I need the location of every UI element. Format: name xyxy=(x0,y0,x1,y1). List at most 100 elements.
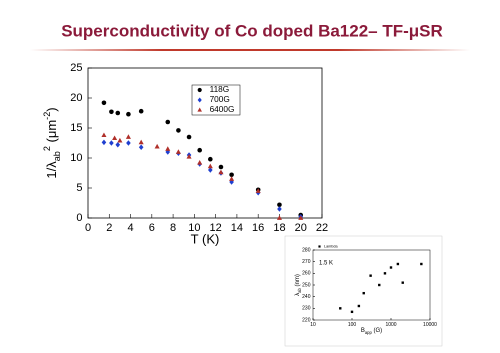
y-axis-label: 1/λab2 (μm-2) xyxy=(42,107,62,178)
point xyxy=(115,142,121,148)
x-axis-label-part: B xyxy=(361,328,365,334)
point xyxy=(369,274,372,277)
point xyxy=(362,291,365,295)
legend-marker xyxy=(197,87,202,93)
y-axis-label: λab (nm) xyxy=(295,274,302,296)
point xyxy=(401,281,404,284)
plot-frame xyxy=(87,67,323,219)
y-tick-label: 260 xyxy=(302,271,311,277)
point xyxy=(109,140,114,146)
x-tick-label: 10 xyxy=(188,222,200,234)
y-axis-label-part: -2 xyxy=(42,112,52,120)
point xyxy=(378,283,381,287)
point xyxy=(101,132,107,138)
point xyxy=(298,215,304,220)
point xyxy=(138,108,144,114)
point xyxy=(175,149,181,154)
y-axis-label-part: λ xyxy=(295,293,301,296)
x-tick-label: 1000 xyxy=(385,322,396,328)
x-tick-label: 4 xyxy=(127,222,133,234)
y-axis-label-part: 2 xyxy=(42,146,52,151)
point xyxy=(277,206,282,212)
y-tick-label: 220 xyxy=(302,317,311,323)
y-axis-label-part: ab xyxy=(52,151,62,161)
x-tick-label: 10 xyxy=(310,322,316,328)
y-tick-label: 20 xyxy=(70,92,82,104)
point xyxy=(117,137,123,143)
point xyxy=(154,143,160,149)
point xyxy=(218,169,224,175)
title-rule xyxy=(30,49,470,51)
legend-label: 6400G xyxy=(210,105,235,114)
point xyxy=(420,262,423,266)
point xyxy=(186,154,192,159)
x-tick-label: 2 xyxy=(106,222,112,234)
y-tick-label: 0 xyxy=(76,212,82,224)
x-axis-label: Bapp (G) xyxy=(361,328,382,335)
y-tick-label: 230 xyxy=(302,306,311,312)
point xyxy=(115,110,121,116)
point xyxy=(396,262,400,266)
y-tick-label: 270 xyxy=(302,259,311,265)
point xyxy=(197,147,202,153)
legend-label: Lambda xyxy=(324,244,338,248)
legend-marker xyxy=(197,97,202,103)
point xyxy=(389,266,393,269)
y-tick-label: 5 xyxy=(76,182,82,194)
point xyxy=(357,304,361,308)
legend-label: 118G xyxy=(210,85,230,94)
annotation: 1.5 K xyxy=(319,261,333,267)
x-tick-label: 100 xyxy=(348,322,357,328)
point xyxy=(101,100,107,106)
point xyxy=(207,163,213,169)
y-axis-label-part: (nm) xyxy=(295,274,301,288)
x-tick-label: 22 xyxy=(316,222,328,234)
point xyxy=(383,272,387,275)
legend-marker xyxy=(197,107,202,112)
point xyxy=(208,167,213,173)
point xyxy=(126,111,131,117)
x-tick-label: 0 xyxy=(85,222,91,234)
point xyxy=(255,188,261,193)
y-tick-label: 280 xyxy=(302,247,311,253)
point xyxy=(138,144,144,150)
slide-title: Superconductivity of Co doped Ba122– TF-… xyxy=(61,21,443,40)
legend-label: 700G xyxy=(210,95,230,104)
point xyxy=(197,160,203,165)
x-tick-label: 12 xyxy=(210,222,222,234)
point xyxy=(138,139,144,145)
point xyxy=(112,135,118,141)
point xyxy=(350,310,354,314)
x-tick-label: 6 xyxy=(149,222,155,234)
x-tick-label: 10000 xyxy=(423,322,437,328)
y-tick-label: 250 xyxy=(302,282,311,288)
y-tick-label: 15 xyxy=(70,122,82,134)
point xyxy=(186,134,192,140)
point xyxy=(109,109,114,115)
point xyxy=(208,156,213,162)
y-axis-label-part: 1/λ xyxy=(44,161,59,179)
point xyxy=(218,164,224,170)
point xyxy=(165,149,171,155)
legend-marker xyxy=(318,245,321,248)
x-tick-label: 20 xyxy=(295,222,307,234)
x-tick-label: 8 xyxy=(170,222,176,234)
y-tick-label: 25 xyxy=(70,62,82,74)
y-tick-label: 10 xyxy=(70,152,82,164)
x-tick-label: 18 xyxy=(273,222,285,234)
point xyxy=(126,140,131,146)
point xyxy=(339,307,342,310)
point xyxy=(101,139,107,146)
point xyxy=(229,176,235,181)
x-tick-label: 14 xyxy=(231,222,243,234)
point xyxy=(165,119,171,125)
point xyxy=(229,172,234,178)
y-axis-label-part: ) xyxy=(44,107,59,111)
y-tick-label: 240 xyxy=(302,294,311,300)
point xyxy=(165,146,171,151)
x-tick-label: 16 xyxy=(252,222,264,234)
point xyxy=(276,215,282,220)
y-axis-label-part: (μm xyxy=(44,120,59,146)
x-axis-label-part: app xyxy=(365,330,373,335)
